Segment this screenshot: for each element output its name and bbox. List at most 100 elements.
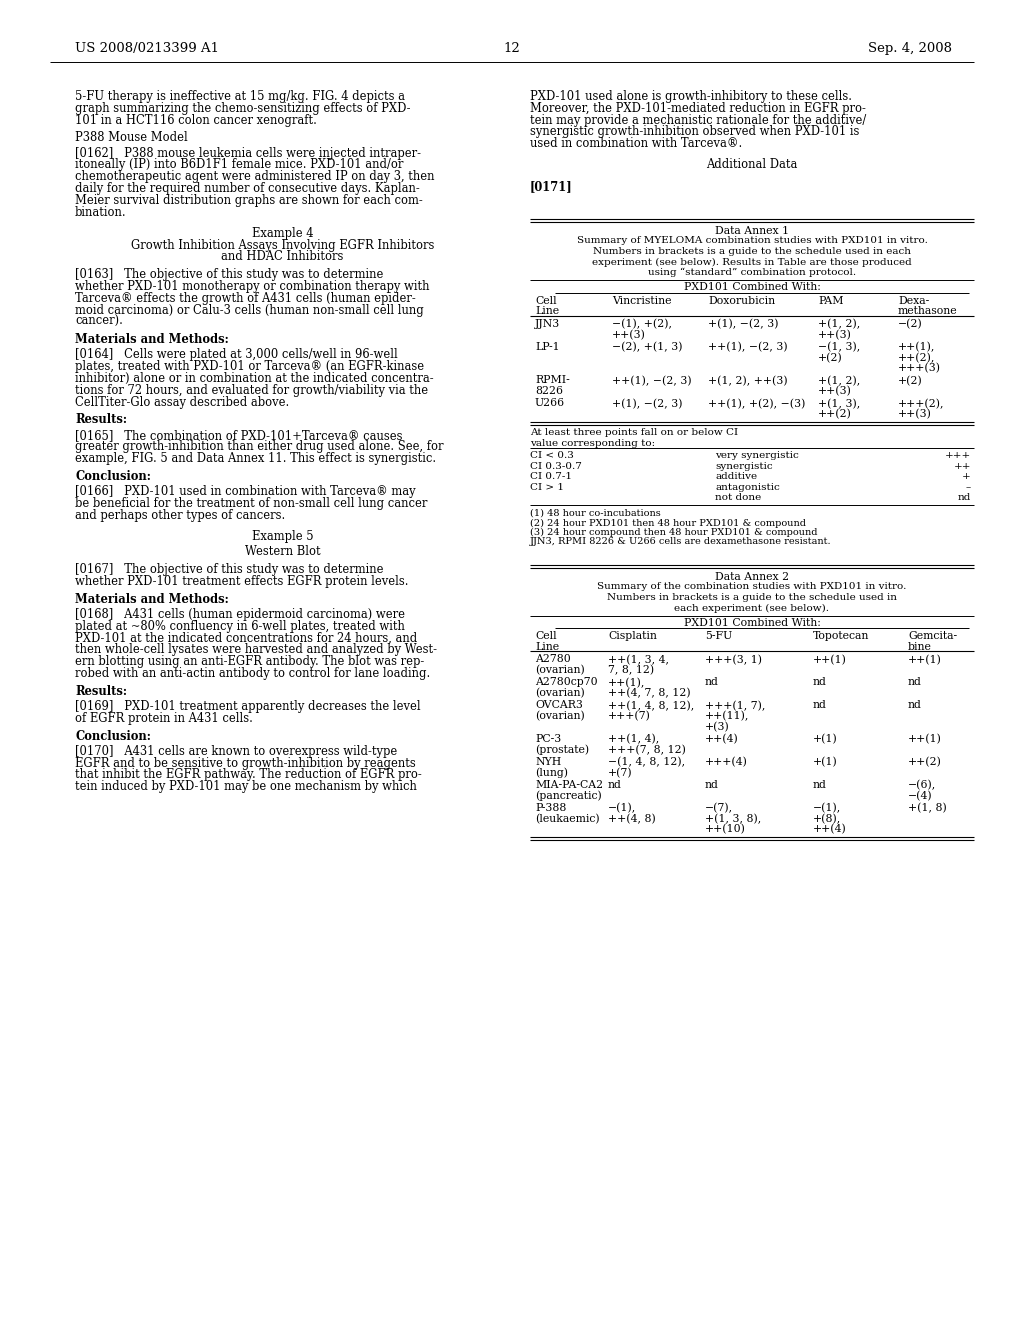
Text: Cisplatin: Cisplatin [608, 631, 656, 642]
Text: (prostate): (prostate) [535, 744, 589, 755]
Text: Dexa-: Dexa- [898, 296, 929, 306]
Text: EGFR and to be sensitive to growth-inhibition by reagents: EGFR and to be sensitive to growth-inhib… [75, 756, 416, 770]
Text: CI < 0.3: CI < 0.3 [530, 451, 573, 461]
Text: ++(3): ++(3) [898, 409, 932, 420]
Text: U266: U266 [535, 399, 565, 408]
Text: ++(1),: ++(1), [608, 677, 645, 688]
Text: 12: 12 [504, 42, 520, 55]
Text: using “standard” combination protocol.: using “standard” combination protocol. [648, 268, 856, 277]
Text: experiment (see below). Results in Table are those produced: experiment (see below). Results in Table… [592, 257, 912, 267]
Text: Materials and Methods:: Materials and Methods: [75, 593, 229, 606]
Text: [0166]   PXD-101 used in combination with Tarceva® may: [0166] PXD-101 used in combination with … [75, 486, 416, 499]
Text: +: + [963, 473, 971, 482]
Text: CellTiter-Glo assay described above.: CellTiter-Glo assay described above. [75, 396, 289, 409]
Text: A2780cp70: A2780cp70 [535, 677, 598, 688]
Text: plates, treated with PXD-101 or Tarceva® (an EGFR-kinase: plates, treated with PXD-101 or Tarceva®… [75, 360, 424, 374]
Text: +(2): +(2) [818, 352, 843, 363]
Text: CI 0.7-1: CI 0.7-1 [530, 473, 572, 482]
Text: Example 5: Example 5 [252, 531, 313, 543]
Text: (1) 48 hour co-incubations: (1) 48 hour co-incubations [530, 510, 660, 517]
Text: +(8),: +(8), [813, 813, 842, 824]
Text: 7, 8, 12): 7, 8, 12) [608, 665, 654, 676]
Text: PXD-101 used alone is growth-inhibitory to these cells.: PXD-101 used alone is growth-inhibitory … [530, 90, 852, 103]
Text: not done: not done [715, 494, 761, 503]
Text: +(1), −(2, 3): +(1), −(2, 3) [612, 399, 683, 409]
Text: Vincristine: Vincristine [612, 296, 672, 306]
Text: ++(1), +(2), −(3): ++(1), +(2), −(3) [708, 399, 805, 409]
Text: very synergistic: very synergistic [715, 451, 799, 461]
Text: [0168]   A431 cells (human epidermoid carcinoma) were: [0168] A431 cells (human epidermoid carc… [75, 609, 406, 620]
Text: Summary of MYELOMA combination studies with PXD101 in vitro.: Summary of MYELOMA combination studies w… [577, 236, 928, 246]
Text: (2) 24 hour PXD101 then 48 hour PXD101 & compound: (2) 24 hour PXD101 then 48 hour PXD101 &… [530, 519, 806, 528]
Text: US 2008/0213399 A1: US 2008/0213399 A1 [75, 42, 219, 55]
Text: +(1): +(1) [813, 734, 838, 744]
Text: LP-1: LP-1 [535, 342, 560, 352]
Text: Tarceva® effects the growth of A431 cells (human epider-: Tarceva® effects the growth of A431 cell… [75, 292, 416, 305]
Text: ++(4, 7, 8, 12): ++(4, 7, 8, 12) [608, 688, 690, 698]
Text: be beneficial for the treatment of non-small cell lung cancer: be beneficial for the treatment of non-s… [75, 498, 427, 510]
Text: plated at ~80% confluency in 6-well plates, treated with: plated at ~80% confluency in 6-well plat… [75, 620, 404, 632]
Text: ++(1, 4),: ++(1, 4), [608, 734, 659, 744]
Text: methasone: methasone [898, 306, 957, 317]
Text: ++(3): ++(3) [818, 385, 852, 396]
Text: [0165]   The combination of PXD-101+Tarceva® causes: [0165] The combination of PXD-101+Tarcev… [75, 429, 402, 442]
Text: graph summarizing the chemo-sensitizing effects of PXD-: graph summarizing the chemo-sensitizing … [75, 102, 411, 115]
Text: −(7),: −(7), [705, 803, 733, 813]
Text: of EGFR protein in A431 cells.: of EGFR protein in A431 cells. [75, 711, 253, 725]
Text: +++(7, 8, 12): +++(7, 8, 12) [608, 744, 686, 755]
Text: tein may provide a mechanistic rationale for the additive/: tein may provide a mechanistic rationale… [530, 114, 866, 127]
Text: and perhaps other types of cancers.: and perhaps other types of cancers. [75, 510, 286, 521]
Text: PXD101 Combined With:: PXD101 Combined With: [684, 618, 820, 628]
Text: P388 Mouse Model: P388 Mouse Model [75, 131, 187, 144]
Text: additive: additive [715, 473, 757, 482]
Text: chemotherapeutic agent were administered IP on day 3, then: chemotherapeutic agent were administered… [75, 170, 434, 183]
Text: nd: nd [813, 677, 826, 688]
Text: +(1, 2),: +(1, 2), [818, 319, 860, 329]
Text: nd: nd [908, 701, 922, 710]
Text: (pancreatic): (pancreatic) [535, 791, 602, 801]
Text: Meier survival distribution graphs are shown for each com-: Meier survival distribution graphs are s… [75, 194, 423, 207]
Text: ern blotting using an anti-EGFR antibody. The blot was rep-: ern blotting using an anti-EGFR antibody… [75, 655, 424, 668]
Text: +(1, 3),: +(1, 3), [818, 399, 860, 409]
Text: [0164]   Cells were plated at 3,000 cells/well in 96-well: [0164] Cells were plated at 3,000 cells/… [75, 348, 397, 362]
Text: −(1, 4, 8, 12),: −(1, 4, 8, 12), [608, 756, 685, 767]
Text: then whole-cell lysates were harvested and analyzed by West-: then whole-cell lysates were harvested a… [75, 643, 437, 656]
Text: +(7): +(7) [608, 767, 633, 777]
Text: +(1, 3, 8),: +(1, 3, 8), [705, 813, 761, 824]
Text: Gemcita-: Gemcita- [908, 631, 957, 642]
Text: Example 4: Example 4 [252, 227, 313, 240]
Text: nd: nd [813, 701, 826, 710]
Text: −(1), +(2),: −(1), +(2), [612, 319, 672, 329]
Text: Data Annex 1: Data Annex 1 [715, 226, 790, 236]
Text: ++(2),: ++(2), [898, 352, 935, 363]
Text: CI > 1: CI > 1 [530, 483, 564, 492]
Text: Line: Line [535, 642, 559, 652]
Text: Results:: Results: [75, 685, 127, 698]
Text: nd: nd [705, 780, 719, 789]
Text: −(1),: −(1), [813, 803, 842, 813]
Text: synergistic growth-inhibition observed when PXD-101 is: synergistic growth-inhibition observed w… [530, 125, 859, 139]
Text: nd: nd [813, 780, 826, 789]
Text: ++(1, 3, 4,: ++(1, 3, 4, [608, 655, 669, 665]
Text: [0171]: [0171] [530, 180, 572, 193]
Text: Growth Inhibition Assays Involving EGFR Inhibitors: Growth Inhibition Assays Involving EGFR … [131, 239, 434, 252]
Text: greater growth-inhibition than either drug used alone. See, for: greater growth-inhibition than either dr… [75, 441, 443, 454]
Text: −(4): −(4) [908, 791, 933, 801]
Text: nd: nd [608, 780, 622, 789]
Text: (ovarian): (ovarian) [535, 711, 585, 721]
Text: itoneally (IP) into B6D1F1 female mice. PXD-101 and/or: itoneally (IP) into B6D1F1 female mice. … [75, 158, 403, 172]
Text: daily for the required number of consecutive days. Kaplan-: daily for the required number of consecu… [75, 182, 420, 195]
Text: robed with an anti-actin antibody to control for lane loading.: robed with an anti-actin antibody to con… [75, 667, 430, 680]
Text: +(1): +(1) [813, 756, 838, 767]
Text: used in combination with Tarceva®.: used in combination with Tarceva®. [530, 137, 742, 150]
Text: moid carcinoma) or Calu-3 cells (human non-small cell lung: moid carcinoma) or Calu-3 cells (human n… [75, 304, 424, 317]
Text: PAM: PAM [818, 296, 844, 306]
Text: (ovarian): (ovarian) [535, 688, 585, 698]
Text: and HDAC Inhibitors: and HDAC Inhibitors [221, 251, 344, 264]
Text: synergistic: synergistic [715, 462, 773, 471]
Text: antagonistic: antagonistic [715, 483, 779, 492]
Text: Moreover, the PXD-101-mediated reduction in EGFR pro-: Moreover, the PXD-101-mediated reduction… [530, 102, 866, 115]
Text: that inhibit the EGFR pathway. The reduction of EGFR pro-: that inhibit the EGFR pathway. The reduc… [75, 768, 422, 781]
Text: ++(4): ++(4) [813, 824, 847, 834]
Text: RPMI-: RPMI- [535, 375, 569, 385]
